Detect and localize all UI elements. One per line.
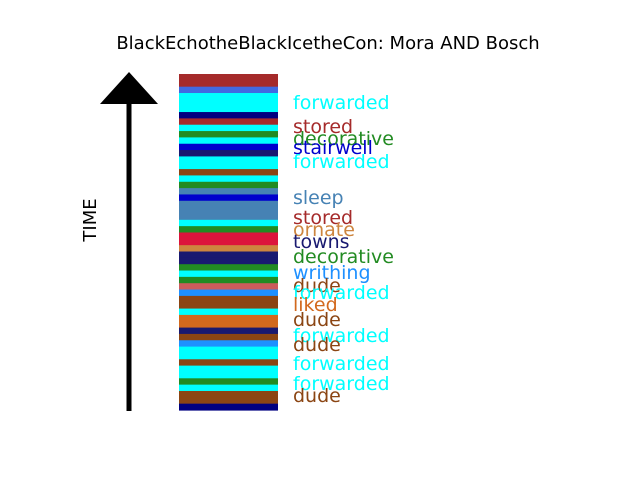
strip-band <box>179 378 278 386</box>
time-axis-label: TIME <box>80 198 101 242</box>
strip-band <box>179 74 278 81</box>
event-label: decorative <box>293 128 394 150</box>
strip-band <box>179 105 278 113</box>
strip-band <box>179 276 278 284</box>
strip-band <box>179 175 278 183</box>
strip-band <box>179 397 278 405</box>
strip-band <box>179 80 278 88</box>
event-label: towns <box>293 231 350 253</box>
strip-band <box>179 207 278 215</box>
event-label: stored <box>293 207 353 229</box>
strip-band <box>179 226 278 234</box>
strip-band <box>179 194 278 202</box>
strip-band <box>179 188 278 196</box>
event-label: dude <box>293 309 341 331</box>
strip-band <box>179 86 278 94</box>
strip-band <box>179 238 278 246</box>
strip-band <box>179 251 278 259</box>
strip-band <box>179 403 278 411</box>
event-label: forwarded <box>293 353 390 375</box>
strip-band <box>179 169 278 177</box>
event-label: writhing <box>293 262 371 284</box>
event-label: stored <box>293 116 353 138</box>
strip-band <box>179 384 278 392</box>
event-label: stairwell <box>293 137 373 159</box>
strip-band <box>179 137 278 145</box>
strip-band <box>179 156 278 164</box>
strip-band <box>179 200 278 208</box>
strip-band <box>179 283 278 291</box>
strip-band <box>179 352 278 360</box>
strip-band <box>179 346 278 354</box>
chart-title: BlackEchotheBlackIcetheCon: Mora AND Bos… <box>116 33 539 54</box>
time-arrow-head <box>100 72 158 104</box>
strip-band <box>179 93 278 100</box>
strip-band <box>179 302 278 310</box>
event-label: dude <box>293 385 341 407</box>
event-label: forwarded <box>293 151 390 173</box>
event-label: forwarded <box>293 92 390 114</box>
event-label: liked <box>293 294 338 316</box>
strip-band <box>179 213 278 221</box>
strip-band <box>179 327 278 335</box>
strip-band <box>179 112 278 119</box>
strip-band <box>179 264 278 272</box>
strip-band <box>179 371 278 379</box>
strip-band <box>179 131 278 138</box>
strip-band <box>179 270 278 278</box>
strip-band <box>179 150 278 158</box>
strip-band <box>179 359 278 367</box>
strip-band <box>179 99 278 107</box>
color-strip <box>179 74 278 411</box>
event-label: forwarded <box>293 325 390 347</box>
strip-band <box>179 143 278 151</box>
strip-band <box>179 257 278 265</box>
strip-band <box>179 232 278 240</box>
strip-band <box>179 289 278 297</box>
event-label: forwarded <box>293 282 390 304</box>
strip-band <box>179 245 278 253</box>
strip-band <box>179 365 278 373</box>
event-label: dude <box>293 334 341 356</box>
strip-band <box>179 390 278 398</box>
event-label: dude <box>293 275 341 297</box>
strip-band <box>179 308 278 316</box>
strip-band <box>179 181 278 189</box>
strip-band <box>179 340 278 348</box>
strip-band <box>179 333 278 341</box>
event-label: forwarded <box>293 373 390 395</box>
strip-band <box>179 321 278 329</box>
strip-band <box>179 124 278 132</box>
event-label: decorative <box>293 246 394 268</box>
strip-band <box>179 295 278 303</box>
strip-band <box>179 162 278 170</box>
event-label: ornate <box>293 219 355 241</box>
strip-band <box>179 314 278 322</box>
strip-band <box>179 219 278 227</box>
event-label: sleep <box>293 187 344 209</box>
strip-band <box>179 118 278 126</box>
event-labels: forwardedstoreddecorativestairwellforwar… <box>293 92 394 407</box>
